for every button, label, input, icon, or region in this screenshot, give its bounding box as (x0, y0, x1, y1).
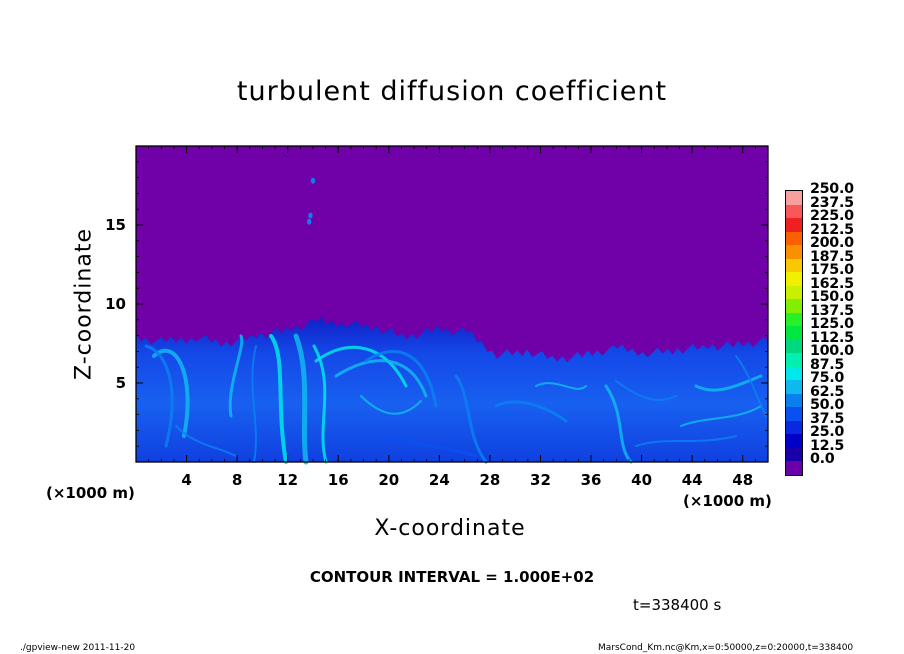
x-tick-label: 12 (277, 471, 299, 489)
colorbar-level-label: 200.0 (810, 235, 854, 251)
colorbar-segment (786, 191, 802, 205)
colorbar-segment (786, 299, 802, 313)
x-tick-label: 20 (378, 471, 400, 489)
colorbar-level-label: 250.0 (810, 181, 854, 197)
turbulence-streak (360, 395, 422, 415)
x-tick-label: 24 (428, 471, 450, 489)
isolated-blob (308, 212, 313, 219)
y-tick-label: 10 (105, 295, 126, 313)
chart-title: turbulent diffusion coefficient (236, 76, 668, 107)
turbulence-streak (615, 380, 677, 401)
colorbar-segment (786, 366, 802, 380)
y-tick-label: 5 (115, 374, 126, 392)
x-unit-label-left: (×1000 m) (46, 484, 135, 502)
colorbar-level-label: 100.0 (810, 343, 854, 359)
turbulence-streak (334, 359, 428, 398)
y-axis-label: Z-coordinate (71, 228, 97, 380)
colorbar-labels: 250.0 237.5 225.0 212.5 200.0 187.5 175.0 162.5… (810, 181, 854, 467)
colorbar-segment (786, 393, 802, 407)
colorbar-level-label: 225.0 (810, 208, 854, 224)
x-tick-label: 16 (327, 471, 349, 489)
colorbar-level-label: 175.0 (810, 262, 854, 278)
colorbar-level-label: 12.5 (810, 437, 845, 454)
colorbar-segment (786, 420, 802, 434)
colorbar-segment (786, 380, 802, 394)
colorbar-segment (786, 461, 802, 475)
x-tick-label: 36 (580, 471, 602, 489)
turbulence-streak (228, 334, 244, 418)
colorbar-segment (786, 204, 802, 218)
x-tick-label: 28 (479, 471, 501, 489)
colorbar-segment (786, 218, 802, 232)
turbulence-streak (314, 345, 408, 388)
x-tick-label: 32 (530, 471, 551, 489)
colorbar-level-label: 112.5 (810, 329, 854, 346)
colorbar-level-label: 50.0 (810, 397, 845, 413)
colorbar-segment (786, 231, 802, 245)
colorbar-segment (786, 353, 802, 367)
colorbar-level-label: 37.5 (810, 410, 845, 427)
turbulence-streak (535, 382, 587, 390)
colorbar-level-label: 162.5 (810, 275, 854, 292)
turbulence-streak (269, 334, 288, 464)
colorbar-segment (786, 339, 802, 353)
colorbar-level-label: 25.0 (810, 424, 845, 440)
turbulence-streak (293, 333, 309, 465)
colorbar-segment (786, 326, 802, 340)
colorbar-level-label: 62.5 (810, 383, 845, 400)
x-axis-label: X-coordinate (374, 516, 526, 541)
turbulence-streak (604, 384, 633, 464)
colorbar-level-label: 150.0 (810, 289, 854, 305)
x-tick-label: 4 (181, 471, 192, 489)
x-tick-label: 44 (681, 471, 703, 489)
turbulence-streak (680, 405, 762, 427)
turbulence-streak (175, 425, 237, 457)
turbulence-streak (694, 374, 763, 392)
colorbar-segment (786, 285, 802, 299)
colorbar-level-label: 187.5 (810, 248, 854, 265)
turbulence-streak (384, 434, 478, 458)
isolated-blob (307, 218, 312, 225)
turbulence-streak (364, 350, 438, 408)
colorbar-segment (786, 434, 802, 448)
colorbar-level-label: 212.5 (810, 221, 854, 238)
plot-area (135, 145, 769, 465)
contour-interval: CONTOUR INTERVAL = 1.000E+02 (309, 568, 595, 586)
colorbar (785, 190, 803, 476)
colorbar-segment (786, 447, 802, 461)
colorbar-segment (786, 258, 802, 272)
colorbar-level-label: 75.0 (810, 370, 845, 386)
x-unit-label-right: (×1000 m) (683, 492, 772, 510)
turbulence-streak (735, 355, 767, 417)
turbulence-streak (635, 435, 737, 447)
colorbar-level-label: 237.5 (810, 194, 854, 211)
colorbar-segment (786, 407, 802, 421)
heatmap-plot (135, 145, 769, 465)
time-label: t=338400 s (633, 596, 722, 614)
y-tick-label: 15 (105, 216, 126, 234)
colorbar-level-label: 87.5 (810, 356, 845, 373)
turbulence-streak (494, 400, 568, 423)
turbulence-streak (152, 348, 190, 438)
x-tick-label: 48 (732, 471, 754, 489)
footer-right: MarsCond_Km.nc@Km,x=0:50000,z=0:20000,t=… (598, 643, 854, 653)
colorbar-level-label: 137.5 (810, 302, 854, 319)
colorbar-segment (786, 245, 802, 259)
isolated-blob (310, 177, 316, 184)
colorbar-segment (786, 272, 802, 286)
colorbar-level-label: 0.0 (810, 451, 835, 467)
turbulence-streak (144, 344, 174, 448)
turbulence-streak (454, 374, 488, 464)
turbulence-streak (251, 345, 257, 463)
colorbar-level-label: 125.0 (810, 316, 854, 332)
turbulent-layer (136, 317, 768, 462)
footer-left: ./gpview-new 2011-11-20 (20, 643, 136, 653)
colorbar-segment (786, 312, 802, 326)
x-tick-label: 40 (631, 471, 653, 489)
x-tick-label: 8 (231, 471, 243, 489)
